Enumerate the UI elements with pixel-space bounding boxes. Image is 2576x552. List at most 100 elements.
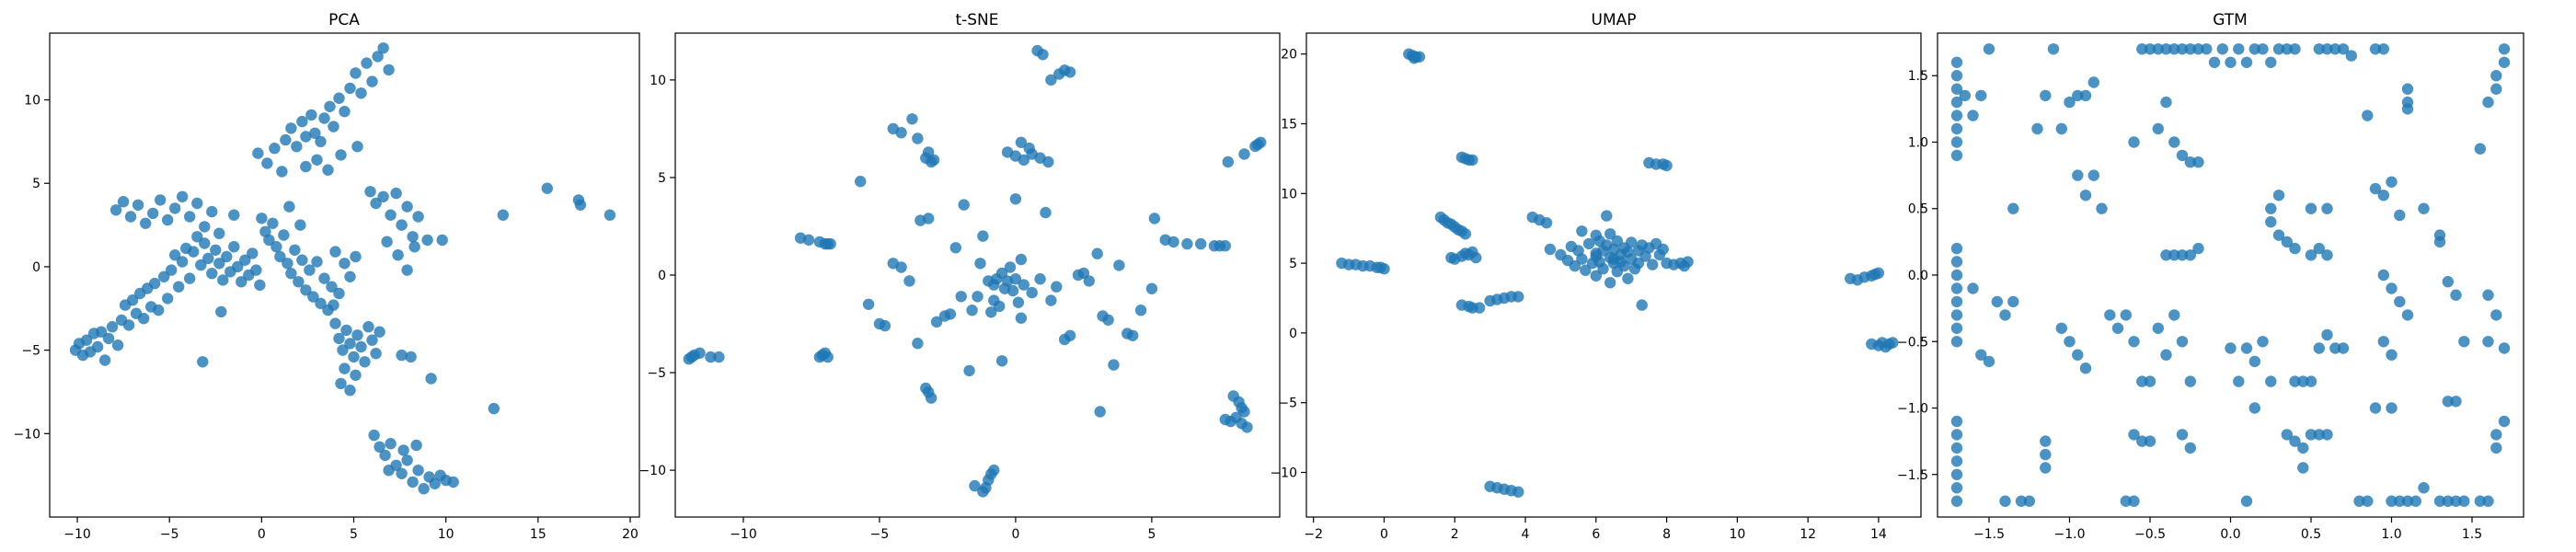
pca-point [177,256,189,268]
pca-point [370,348,382,360]
pca-point [140,217,152,229]
pca-point [407,231,419,243]
tsne-point [1015,253,1028,266]
tsne-point [1045,294,1057,306]
pca-point [274,250,286,263]
gtm-point [2369,402,2382,414]
pca-point [109,204,122,216]
gtm-point [2192,242,2204,255]
gtm-point [2096,202,2108,214]
gtm-subplot: GTM −1.5 −1.0 −0.5 0.0 0.5 1.0 1.5 −1.5 −1.0 −0.5… [1897,11,2524,542]
umap-point [1601,210,1613,222]
umap-y-tick-label: 0 [1289,327,1297,341]
gtm-point [2377,190,2389,201]
tsne-point [713,351,725,363]
pca-point [377,190,389,202]
pca-point [191,197,203,210]
gtm-point [2442,495,2454,507]
pca-point [95,326,108,338]
umap-y-tick-label: 15 [1281,118,1297,132]
pca-point [247,247,259,259]
pca-point [202,252,214,265]
pca-x-tick-label: 0 [258,527,266,542]
gtm-point [2450,396,2462,408]
tsne-point [1064,66,1076,78]
pca-x-tick-label: −10 [63,527,91,542]
tsne-y-tick-label: −10 [638,464,666,478]
umap-y-tick-label: −5 [1278,397,1297,411]
umap-point [1590,250,1603,262]
gtm-point [2337,342,2350,354]
pca-point [396,467,408,479]
umap-x-tick-label: 0 [1380,527,1388,542]
umap-point [1512,291,1524,303]
gtm-y-tick-label: 0.5 [1908,202,1928,217]
pca-point [269,143,281,155]
umap-point [1540,217,1553,229]
tsne-point [949,242,962,254]
gtm-point [2337,43,2350,55]
tsne-point [1037,49,1049,61]
umap-point [1512,486,1524,498]
pca-point [355,87,367,99]
tsne-point [824,237,836,250]
gtm-point [1950,242,1963,255]
gtm-point [2458,336,2470,348]
pca-x-tick-label: 20 [622,527,638,542]
tsne-point [1145,282,1158,294]
pca-point [149,277,161,290]
gtm-point [2176,249,2189,261]
pca-point [344,385,356,397]
tsne-point [1051,281,1063,293]
gtm-point [2490,70,2502,82]
gtm-point [1967,282,1979,294]
umap-point [1569,259,1581,272]
gtm-point [2490,83,2502,95]
pca-subplot: PCA −10 −5 0 5 10 15 20 −10 −5 0 5 10 [13,11,640,542]
umap-point [1590,229,1603,241]
pca-point [199,221,211,233]
umap-point [1576,253,1588,265]
pca-point [283,201,295,213]
tsne-y-tick-label: 10 [650,74,666,88]
gtm-point [2498,415,2511,428]
gtm-point [2087,76,2099,88]
tsne-point [944,308,957,320]
gtm-point [2418,202,2430,214]
pca-point [206,268,218,280]
gtm-point [2265,202,2277,214]
tsne-point [1018,154,1030,167]
umap-y-tick-label: −10 [1270,466,1297,480]
gtm-point [2120,309,2132,321]
umap-point [1590,270,1603,282]
pca-point [421,234,433,247]
pca-point [239,254,251,266]
gtm-point [2184,156,2196,168]
umap-point [1661,159,1673,172]
umap-point [1632,257,1645,270]
umap-point [1473,302,1486,314]
pca-point [447,476,459,489]
gtm-point [2248,402,2260,414]
pca-point [328,121,339,132]
umap-point [1459,247,1472,259]
pca-point [374,441,385,453]
umap-title: UMAP [1592,11,1637,29]
tsne-point [974,258,986,270]
gtm-point [2055,122,2067,135]
pca-point [322,164,334,176]
gtm-point [2482,495,2494,507]
umap-point [1869,269,1881,281]
tsne-point [912,338,924,350]
gtm-point [2160,96,2172,109]
tsne-point [912,132,924,144]
gtm-point [2458,495,2470,507]
pca-point [122,319,135,331]
gtm-point [2007,295,2019,308]
gtm-point [2265,216,2277,228]
gtm-point [2225,56,2237,68]
umap-point [1470,251,1482,264]
gtm-point [2394,209,2406,222]
gtm-point [1950,415,1963,428]
gtm-point [1950,429,1963,441]
